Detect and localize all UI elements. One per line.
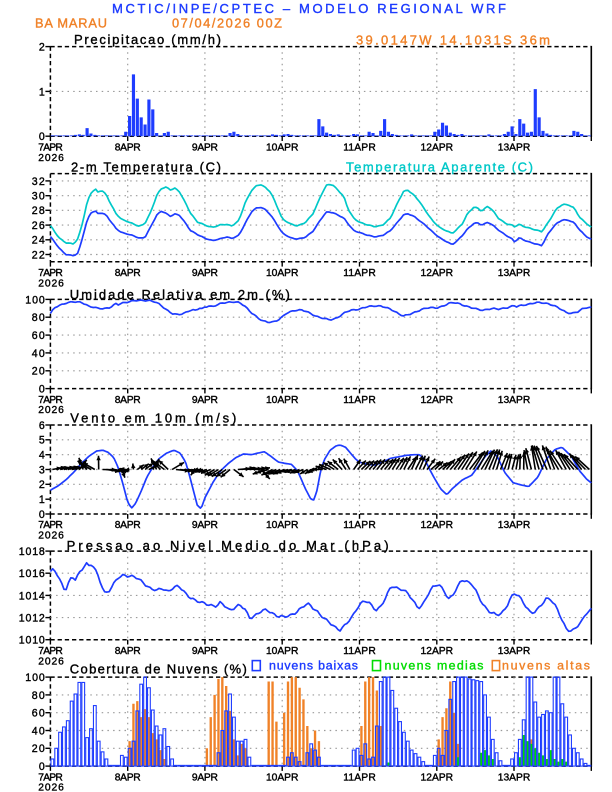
svg-text:7APR: 7APR (38, 142, 63, 153)
svg-text:0: 0 (39, 761, 45, 773)
svg-text:2-m Temperatura (C): 2-m Temperatura (C) (71, 159, 221, 174)
svg-text:10APR: 10APR (266, 395, 299, 406)
svg-text:10APR: 10APR (266, 772, 299, 783)
svg-text:8APR: 8APR (115, 395, 141, 406)
svg-text:12APR: 12APR (421, 520, 454, 531)
svg-text:2: 2 (39, 479, 45, 491)
svg-text:2026: 2026 (38, 656, 64, 667)
svg-text:2026: 2026 (38, 153, 64, 164)
svg-text:8APR: 8APR (115, 268, 141, 279)
svg-text:7APR: 7APR (38, 395, 63, 406)
svg-text:7APR: 7APR (38, 520, 63, 531)
svg-text:100: 100 (25, 672, 45, 684)
svg-text:28: 28 (32, 205, 45, 217)
svg-text:9APR: 9APR (192, 268, 218, 279)
svg-text:Cobertura de Nuvens (%): Cobertura de Nuvens (%) (70, 662, 247, 677)
svg-text:11APR: 11APR (343, 268, 376, 279)
svg-text:12APR: 12APR (421, 142, 454, 153)
svg-text:60: 60 (32, 708, 45, 720)
svg-text:3: 3 (39, 464, 45, 476)
svg-text:24: 24 (32, 235, 45, 247)
svg-text:nuvens baixas: nuvens baixas (269, 659, 358, 673)
svg-text:7APR: 7APR (38, 772, 63, 783)
svg-text:13APR: 13APR (498, 520, 531, 531)
svg-text:1018: 1018 (19, 546, 45, 558)
svg-text:10APR: 10APR (266, 520, 299, 531)
svg-text:0: 0 (39, 384, 45, 396)
svg-text:13APR: 13APR (498, 268, 531, 279)
svg-text:1010: 1010 (19, 635, 45, 647)
svg-text:32: 32 (32, 176, 45, 188)
svg-text:1016: 1016 (19, 568, 45, 580)
svg-text:11APR: 11APR (343, 520, 376, 531)
svg-text:2: 2 (39, 42, 45, 54)
svg-text:9APR: 9APR (192, 520, 218, 531)
svg-text:10APR: 10APR (266, 646, 299, 657)
svg-text:7APR: 7APR (38, 268, 63, 279)
svg-text:nuvens medias: nuvens medias (385, 659, 484, 673)
svg-text:11APR: 11APR (343, 646, 376, 657)
svg-text:100: 100 (25, 294, 45, 306)
svg-text:60: 60 (32, 330, 45, 342)
svg-text:9APR: 9APR (192, 395, 218, 406)
svg-text:5: 5 (39, 435, 45, 447)
svg-text:7APR: 7APR (38, 646, 63, 657)
svg-text:30: 30 (32, 191, 45, 203)
svg-text:12APR: 12APR (421, 772, 454, 783)
svg-text:nuvens altas: nuvens altas (502, 659, 590, 673)
svg-text:0: 0 (39, 509, 45, 521)
svg-text:4: 4 (39, 450, 45, 462)
svg-text:2026: 2026 (38, 278, 64, 289)
svg-text:80: 80 (32, 312, 45, 324)
svg-text:8APR: 8APR (115, 520, 141, 531)
svg-text:20: 20 (32, 366, 45, 378)
svg-text:40: 40 (32, 725, 45, 737)
svg-text:Pressao ao Nivel Medio do Mar: Pressao ao Nivel Medio do Mar (hPa) (67, 538, 389, 553)
svg-text:12APR: 12APR (421, 268, 454, 279)
svg-text:13APR: 13APR (498, 646, 531, 657)
svg-text:26: 26 (32, 220, 45, 232)
svg-text:9APR: 9APR (192, 142, 218, 153)
svg-text:11APR: 11APR (343, 772, 376, 783)
svg-text:MCTIC/INPE/CPTEC – MODELO REGI: MCTIC/INPE/CPTEC – MODELO REGIONAL WRF (112, 1, 506, 16)
svg-text:1014: 1014 (19, 590, 45, 602)
svg-text:13APR: 13APR (498, 142, 531, 153)
svg-text:22: 22 (32, 249, 45, 261)
svg-text:9APR: 9APR (192, 646, 218, 657)
svg-text:BA MARAU: BA MARAU (35, 16, 107, 31)
svg-text:1: 1 (39, 494, 45, 506)
svg-text:12APR: 12APR (421, 646, 454, 657)
svg-text:9APR: 9APR (192, 772, 218, 783)
svg-text:11APR: 11APR (343, 395, 376, 406)
svg-text:40: 40 (32, 348, 45, 360)
svg-text:8APR: 8APR (115, 142, 141, 153)
svg-text:2026: 2026 (38, 531, 64, 542)
svg-text:80: 80 (32, 690, 45, 702)
svg-text:39.0147W 14.1031S 36m: 39.0147W 14.1031S 36m (356, 32, 550, 47)
svg-text:2026: 2026 (38, 405, 64, 416)
svg-text:1012: 1012 (19, 613, 45, 625)
svg-text:1: 1 (39, 86, 45, 98)
svg-text:12APR: 12APR (421, 395, 454, 406)
svg-text:8APR: 8APR (115, 646, 141, 657)
svg-text:2026: 2026 (38, 783, 64, 792)
svg-text:6: 6 (39, 420, 45, 432)
svg-text:10APR: 10APR (266, 142, 299, 153)
svg-text:13APR: 13APR (498, 772, 531, 783)
svg-text:8APR: 8APR (115, 772, 141, 783)
svg-text:13APR: 13APR (498, 395, 531, 406)
svg-text:Precipitacao (mm/h): Precipitacao (mm/h) (74, 32, 221, 47)
svg-text:20: 20 (32, 743, 45, 755)
svg-text:11APR: 11APR (343, 142, 376, 153)
svg-text:0: 0 (39, 131, 45, 143)
svg-text:10APR: 10APR (266, 268, 299, 279)
svg-text:07/04/2026 00Z: 07/04/2026 00Z (172, 16, 282, 31)
